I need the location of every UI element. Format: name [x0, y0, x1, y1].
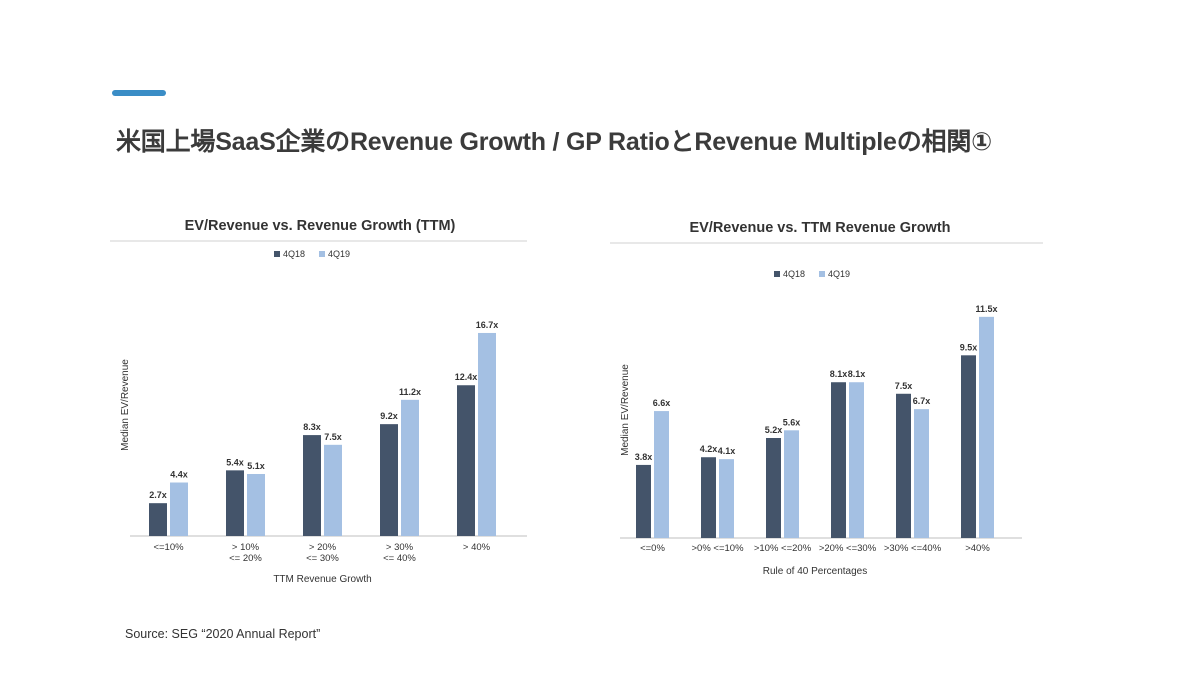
- legend-swatch-4q18: [274, 251, 280, 257]
- title-accent-bar: [112, 90, 166, 96]
- x-tick-label-3-line-1: <= 40%: [383, 553, 416, 564]
- legend-swatch-4q19: [819, 271, 825, 277]
- data-label-4q18-4: 12.4x: [455, 372, 478, 382]
- chart-right-svg: EV/Revenue vs. TTM Revenue Growth 4Q18 4Q1…: [610, 220, 1043, 577]
- x-tick-label-0: <=0%: [640, 543, 665, 554]
- data-label-4q18-3: 9.2x: [380, 411, 398, 421]
- data-label-4q18-1: 5.4x: [226, 457, 244, 467]
- bar-4q19-1: [719, 459, 734, 538]
- data-label-4q18-2: 5.2x: [765, 425, 783, 435]
- data-label-4q19-1: 5.1x: [247, 461, 265, 471]
- x-tick-label-1-line-0: > 10%: [232, 542, 260, 553]
- chart-left-svg: EV/Revenue vs. Revenue Growth (TTM) 4Q18 4…: [110, 218, 527, 585]
- y-axis-label: Median EV/Revenue: [120, 359, 131, 451]
- x-tick-label-1-line-1: <= 20%: [229, 553, 262, 564]
- x-axis-label: Rule of 40 Percentages: [763, 566, 868, 577]
- legend-label-4q19: 4Q19: [828, 269, 850, 279]
- data-label-4q18-1: 4.2x: [700, 444, 718, 454]
- x-tick-label-2: >10% <=20%: [754, 543, 812, 554]
- legend-swatch-4q19: [319, 251, 325, 257]
- data-label-4q18-5: 9.5x: [960, 342, 978, 352]
- x-tick-label-1: >0% <=10%: [691, 543, 744, 554]
- bar-4q19-0: [170, 482, 188, 536]
- legend-label-4q18: 4Q18: [783, 269, 805, 279]
- bar-4q18-1: [226, 470, 244, 536]
- bar-4q18-0: [149, 503, 167, 536]
- data-label-4q19-3: 8.1x: [848, 369, 866, 379]
- x-tick-label-0: <=10%: [153, 542, 184, 553]
- x-tick-label-3-line-0: > 30%: [386, 542, 414, 553]
- data-label-4q18-2: 8.3x: [303, 422, 321, 432]
- x-tick-label-5: >40%: [965, 543, 990, 554]
- data-label-4q19-4: 6.7x: [913, 396, 931, 406]
- legend-label-4q18: 4Q18: [283, 249, 305, 259]
- data-label-4q18-0: 3.8x: [635, 452, 653, 462]
- chart-title: EV/Revenue vs. TTM Revenue Growth: [689, 220, 950, 236]
- bar-4q18-1: [701, 457, 716, 538]
- bar-4q19-3: [401, 399, 419, 536]
- chart-0-content: EV/Revenue vs. Revenue Growth (TTM) 4Q18 4…: [110, 218, 527, 585]
- slide-title: 米国上場SaaS企業のRevenue Growth / GP RatioとRev…: [116, 128, 993, 156]
- bar-4q19-3: [849, 382, 864, 538]
- data-label-4q18-0: 2.7x: [149, 490, 167, 500]
- bar-4q18-3: [831, 382, 846, 538]
- bar-4q18-5: [961, 355, 976, 538]
- data-label-4q19-2: 7.5x: [324, 432, 342, 442]
- bar-4q19-4: [914, 409, 929, 538]
- chart-ev-revenue-vs-revenue-growth: EV/Revenue vs. Revenue Growth (TTM) 4Q18 4…: [110, 205, 550, 595]
- chart-title: EV/Revenue vs. Revenue Growth (TTM): [185, 218, 456, 234]
- x-tick-label-2-line-1: <= 30%: [306, 553, 339, 564]
- bar-4q18-4: [896, 393, 911, 538]
- x-tick-label-4: >30% <=40%: [884, 543, 942, 554]
- bar-4q18-0: [636, 464, 651, 538]
- data-label-4q18-3: 8.1x: [830, 369, 848, 379]
- bar-4q18-4: [457, 385, 475, 536]
- legend-swatch-4q18: [774, 271, 780, 277]
- x-tick-label-3: >20% <=30%: [819, 543, 877, 554]
- bar-4q18-2: [303, 435, 321, 536]
- bar-4q19-4: [478, 332, 496, 536]
- y-axis-label: Median EV/Revenue: [620, 364, 631, 456]
- x-tick-label-4: > 40%: [463, 542, 491, 553]
- data-label-4q19-2: 5.6x: [783, 417, 801, 427]
- data-label-4q19-0: 4.4x: [170, 470, 188, 480]
- legend-label-4q19: 4Q19: [328, 249, 350, 259]
- data-label-4q19-1: 4.1x: [718, 446, 736, 456]
- chart-1-content: EV/Revenue vs. TTM Revenue Growth 4Q18 4Q1…: [610, 220, 1043, 577]
- bar-4q19-5: [979, 316, 994, 538]
- x-tick-label-2-line-0: > 20%: [309, 542, 337, 553]
- bar-4q19-0: [654, 411, 669, 538]
- bar-4q19-2: [784, 430, 799, 538]
- x-axis-label: TTM Revenue Growth: [273, 574, 371, 585]
- bar-4q18-3: [380, 424, 398, 536]
- data-label-4q18-4: 7.5x: [895, 381, 913, 391]
- bar-4q18-2: [766, 438, 781, 538]
- bar-4q19-2: [324, 444, 342, 536]
- data-label-4q19-4: 16.7x: [476, 320, 499, 330]
- source-note: Source: SEG “2020 Annual Report”: [125, 627, 321, 641]
- bar-4q19-1: [247, 473, 265, 536]
- chart-ev-revenue-vs-rule-of-40: EV/Revenue vs. TTM Revenue Growth 4Q18 4Q1…: [610, 210, 1050, 585]
- data-label-4q19-0: 6.6x: [653, 398, 671, 408]
- data-label-4q19-3: 11.2x: [399, 387, 421, 397]
- data-label-4q19-5: 11.5x: [975, 304, 997, 314]
